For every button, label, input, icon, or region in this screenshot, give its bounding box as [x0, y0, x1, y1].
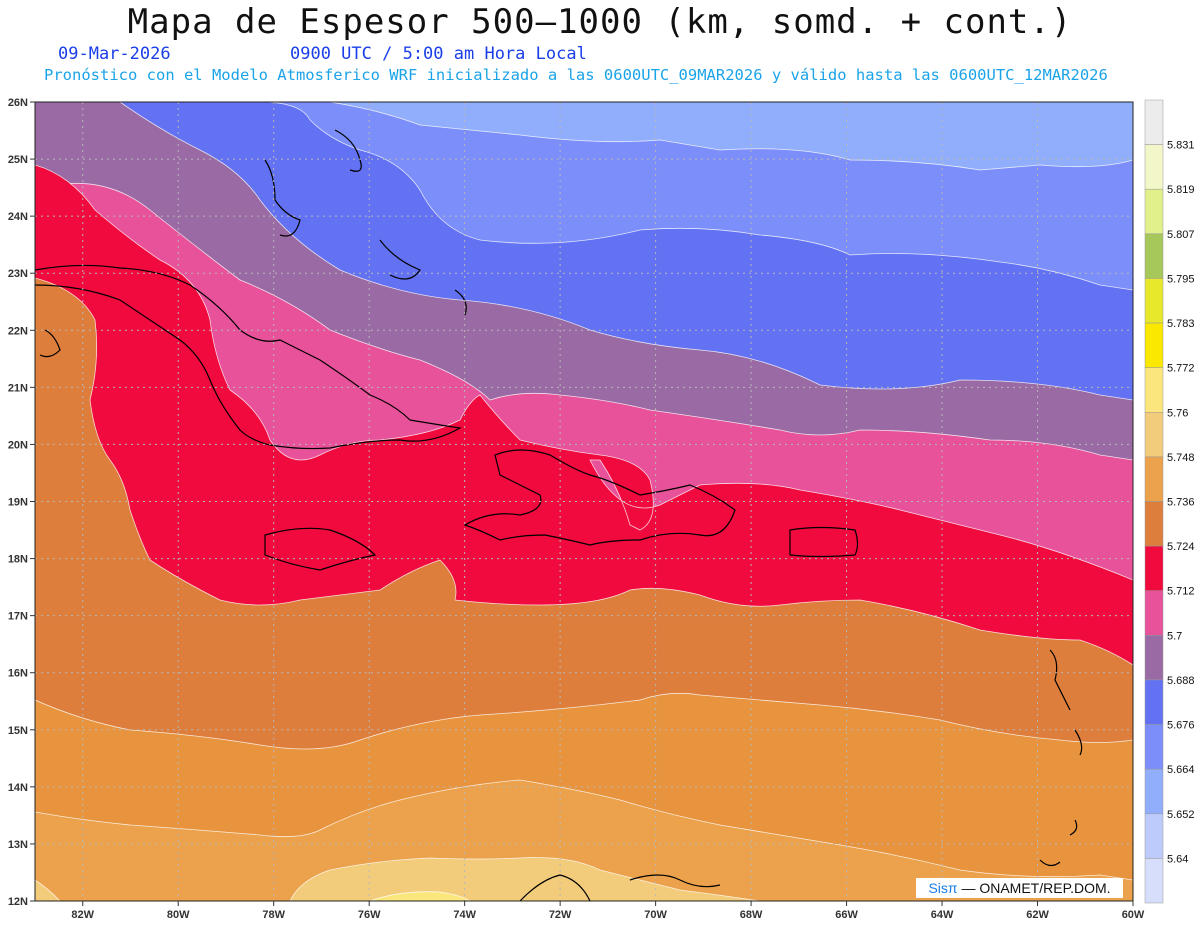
lat-label: 12N: [8, 896, 28, 908]
coast-cuba: [35, 264, 462, 450]
lon-label: 70W: [644, 909, 667, 921]
colorbar-swatch: [1144, 367, 1164, 413]
colorbar-swatch: [1144, 233, 1164, 279]
model-subtitle: Pronóstico con el Modelo Atmosferico WRF…: [44, 66, 1108, 84]
colorbar-swatch: [1144, 724, 1164, 770]
gridlines: [35, 102, 1133, 901]
band-yellow: [369, 891, 471, 901]
lat-label: 15N: [8, 725, 28, 737]
band-tan: [289, 857, 761, 901]
coastlines: [35, 129, 1083, 901]
colorbar-label: 5.676: [1167, 720, 1195, 732]
lat-label: 14N: [8, 782, 28, 794]
coast-jamaica: [264, 527, 377, 571]
coast-lesser-antilles: [1039, 649, 1083, 867]
lat-label: 26N: [8, 97, 28, 109]
colorbar-swatch: [1144, 813, 1164, 859]
colorbar-label: 5.795: [1167, 273, 1195, 285]
colorbar-swatch: [1144, 501, 1164, 547]
lon-label: 64W: [931, 909, 954, 921]
credit-box: Sisπ — ONAMET/REP.DOM.: [916, 878, 1123, 898]
colorbar-label: 5.819: [1167, 184, 1195, 196]
colorbar: 5.831 5.819 5.807 5.795 5.783 5.772 5.76 5.748 5…: [1144, 99, 1195, 904]
colorbar-swatch: [1144, 635, 1164, 681]
lon-label: 66W: [835, 909, 858, 921]
colorbar-swatch: [1144, 590, 1164, 636]
forecast-time: 0900 UTC / 5:00 am Hora Local: [290, 44, 587, 64]
lat-label: 13N: [8, 839, 28, 851]
colorbar-label: 5.831: [1167, 140, 1195, 152]
coast-hispaniola: [463, 449, 736, 546]
map-title: Mapa de Espesor 500—1000 (km, somd. + co…: [127, 2, 1073, 42]
colorbar-label: 5.736: [1167, 497, 1195, 509]
colorbar-swatch: [1144, 768, 1164, 815]
lon-label: 78W: [262, 909, 285, 921]
coast-venezuela: [519, 874, 721, 901]
lon-label: 62W: [1026, 909, 1049, 921]
colorbar-label: 5.772: [1167, 363, 1195, 375]
colorbar-label: 5.652: [1167, 809, 1195, 821]
forecast-date: 09-Mar-2026: [58, 44, 171, 64]
lon-label: 72W: [549, 909, 572, 921]
longitude-axis: 82W 80W 78W 76W 74W 72W 70W 68W 66W 64W 62W 60W: [71, 901, 1145, 921]
colorbar-swatch: [1144, 99, 1164, 145]
colorbar-label: 5.7: [1167, 630, 1182, 642]
colorbar-label: 5.64: [1167, 853, 1188, 865]
coast-bahamas-2: [334, 129, 362, 172]
lat-label: 16N: [8, 668, 28, 680]
contour-fill-layer: [35, 102, 1133, 901]
lat-label: 23N: [8, 268, 28, 280]
colorbar-label: 5.748: [1167, 452, 1195, 464]
latitude-axis: 26N 25N 24N 23N 22N 21N 20N 19N 18N 17N 16N 15N 14N 1…: [8, 97, 35, 908]
lon-label: 68W: [740, 909, 763, 921]
colorbar-swatch: [1144, 412, 1164, 458]
colorbar-label: 5.76: [1167, 407, 1188, 419]
lon-label: 80W: [167, 909, 190, 921]
colorbar-swatch: [1144, 278, 1164, 324]
lat-label: 21N: [8, 382, 28, 394]
lon-label: 82W: [71, 909, 94, 921]
colorbar-label: 5.712: [1167, 586, 1195, 598]
credit-brand: Sisπ: [928, 880, 958, 896]
credit-org: — ONAMET/REP.DOM.: [961, 880, 1111, 896]
colorbar-swatch: [1144, 679, 1164, 725]
coast-puerto-rico: [789, 526, 859, 558]
lon-label: 76W: [358, 909, 381, 921]
colorbar-swatch: [1144, 322, 1164, 368]
lat-label: 24N: [8, 211, 28, 223]
coast-yucatan: [39, 329, 61, 358]
coast-bahamas-1: [264, 159, 301, 237]
band-tan-left: [35, 879, 61, 901]
colorbar-swatch: [1144, 858, 1164, 904]
colorbar-label: 5.664: [1167, 764, 1195, 776]
colorbar-label: 5.783: [1167, 318, 1195, 330]
colorbar-swatch: [1144, 545, 1164, 591]
colorbar-label: 5.688: [1167, 675, 1195, 687]
lon-label: 74W: [453, 909, 476, 921]
colorbar-label: 5.807: [1167, 229, 1195, 241]
colorbar-swatch: [1144, 456, 1164, 502]
lat-label: 22N: [8, 325, 28, 337]
lon-label: 60W: [1122, 909, 1145, 921]
coast-bahamas-3: [379, 239, 421, 280]
lat-label: 18N: [8, 554, 28, 566]
lat-label: 17N: [8, 611, 28, 623]
band-orange-light: [35, 779, 1133, 901]
colorbar-label: 5.724: [1167, 541, 1195, 553]
lat-label: 19N: [8, 497, 28, 509]
colorbar-swatch: [1144, 144, 1164, 190]
lat-label: 25N: [8, 154, 28, 166]
lat-label: 20N: [8, 439, 28, 451]
colorbar-swatch: [1144, 188, 1164, 235]
